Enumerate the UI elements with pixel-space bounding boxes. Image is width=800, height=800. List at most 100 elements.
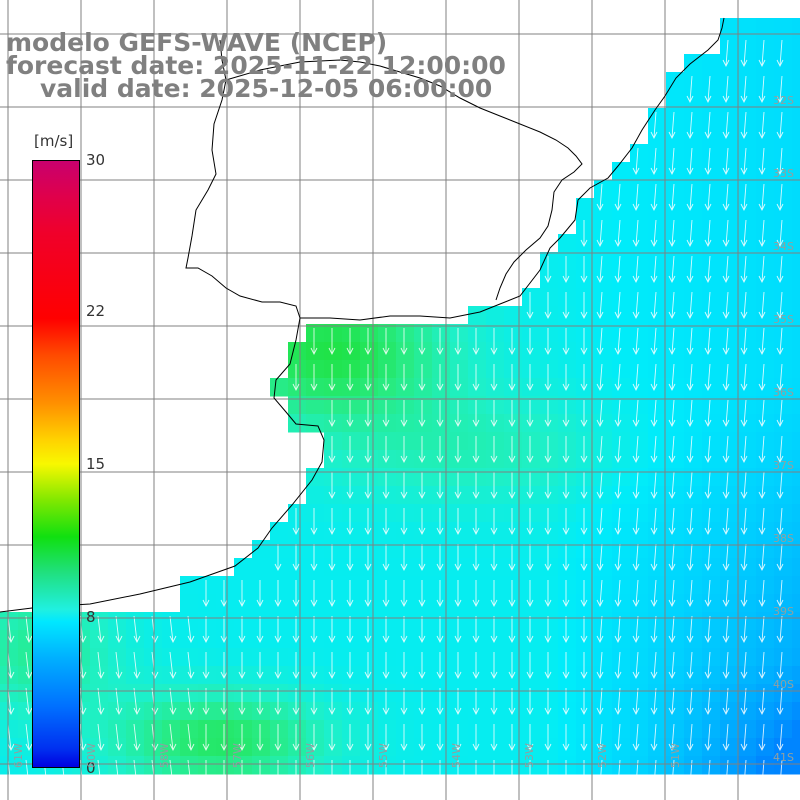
- wind-speed-cell: [486, 756, 505, 775]
- wind-speed-cell: [612, 414, 631, 433]
- wind-arrow: [596, 615, 604, 644]
- lon-label: 54W: [450, 743, 463, 768]
- wind-arrow: [115, 651, 123, 680]
- wind-arrow: [758, 651, 766, 680]
- wind-speed-cell: [486, 612, 505, 631]
- wind-speed-cell: [432, 684, 451, 703]
- wind-speed-cell: [396, 612, 415, 631]
- wind-speed-cell: [558, 468, 577, 487]
- wind-arrow: [220, 616, 228, 644]
- wind-speed-cell: [648, 432, 667, 451]
- wind-speed-cell: [756, 342, 775, 361]
- wind-speed-cell: [684, 504, 703, 523]
- wind-arrow: [686, 183, 694, 212]
- wind-arrow: [776, 507, 784, 536]
- wind-arrow: [580, 364, 588, 392]
- wind-speed-cell: [720, 414, 739, 433]
- wind-speed-cell: [360, 324, 379, 343]
- wind-speed-cell: [684, 594, 703, 613]
- wind-speed-cell: [360, 576, 379, 595]
- colorbar-tick-8: 8: [86, 608, 96, 626]
- wind-speed-cell: [756, 72, 775, 91]
- wind-speed-cell: [648, 702, 667, 721]
- wind-speed-cell: [180, 594, 199, 613]
- wind-speed-cell: [378, 576, 397, 595]
- wind-arrow: [596, 327, 604, 356]
- wind-arrow: [202, 724, 210, 752]
- wind-speed-cell: [792, 756, 800, 775]
- wind-speed-cell: [576, 468, 595, 487]
- wind-speed-cell: [702, 432, 721, 451]
- wind-arrow: [418, 688, 426, 716]
- wind-arrow: [328, 616, 336, 644]
- wind-speed-cell: [486, 468, 505, 487]
- wind-arrow: [490, 580, 498, 608]
- wind-arrow: [632, 291, 640, 320]
- wind-speed-cell: [774, 594, 793, 613]
- wind-arrow: [668, 291, 676, 320]
- wind-arrow: [544, 544, 552, 572]
- wind-speed-cell: [684, 216, 703, 235]
- wind-speed-cell: [792, 72, 800, 91]
- wind-speed-cell: [396, 720, 415, 739]
- wind-arrow: [274, 580, 282, 608]
- wind-speed-cell: [720, 342, 739, 361]
- wind-speed-cell: [702, 72, 721, 91]
- wind-arrow: [632, 363, 640, 392]
- wind-arrow: [596, 219, 604, 248]
- wind-speed-cell: [792, 342, 800, 361]
- wind-arrow: [292, 616, 300, 644]
- wind-arrow: [758, 147, 766, 176]
- wind-speed-cell: [792, 270, 800, 289]
- wind-speed-cell: [594, 270, 613, 289]
- wind-speed-cell: [594, 594, 613, 613]
- wind-speed-cell: [576, 720, 595, 739]
- wind-arrow: [614, 471, 622, 500]
- wind-arrow: [526, 436, 534, 464]
- wind-arrow: [650, 471, 658, 500]
- wind-speed-cell: [774, 288, 793, 307]
- wind-arrow: [526, 508, 534, 536]
- lon-label: 52W: [596, 743, 609, 768]
- wind-speed-cell: [720, 432, 739, 451]
- wind-speed-cell: [630, 486, 649, 505]
- wind-arrow: [740, 39, 748, 68]
- wind-speed-cell: [666, 468, 685, 487]
- wind-speed-cell: [756, 666, 775, 685]
- wind-speed-cell: [594, 756, 613, 775]
- wind-arrow: [668, 147, 676, 176]
- wind-speed-cell: [702, 612, 721, 631]
- lon-label: 56W: [304, 743, 317, 768]
- wind-arrow: [596, 471, 604, 500]
- wind-arrow: [418, 328, 426, 356]
- wind-speed-cell: [720, 180, 739, 199]
- wind-speed-cell: [594, 378, 613, 397]
- wind-speed-cell: [738, 90, 757, 109]
- wind-speed-cell: [666, 666, 685, 685]
- wind-speed-cell: [198, 612, 217, 631]
- wind-speed-cell: [558, 648, 577, 667]
- wind-speed-cell: [252, 720, 271, 739]
- wind-arrow: [740, 471, 748, 500]
- wind-speed-cell: [792, 702, 800, 721]
- wind-arrow: [472, 508, 480, 536]
- lon-label: 60W: [85, 743, 98, 768]
- wind-speed-cell: [126, 756, 145, 775]
- wind-speed-cell: [684, 486, 703, 505]
- wind-speed-cell: [612, 558, 631, 577]
- wind-speed-cell: [468, 612, 487, 631]
- wind-arrow: [508, 508, 516, 536]
- wind-speed-cell: [666, 342, 685, 361]
- wind-speed-cell: [738, 36, 757, 55]
- wind-speed-cell: [648, 540, 667, 559]
- wind-speed-cell: [756, 144, 775, 163]
- wind-arrow: [436, 508, 444, 536]
- wind-arrow: [580, 652, 588, 680]
- wind-speed-cell: [216, 756, 235, 775]
- wind-speed-cell: [792, 504, 800, 523]
- wind-speed-cell: [576, 288, 595, 307]
- wind-arrow: [238, 616, 246, 644]
- wind-speed-cell: [378, 684, 397, 703]
- wind-speed-cell: [540, 360, 559, 379]
- wind-speed-cell: [738, 270, 757, 289]
